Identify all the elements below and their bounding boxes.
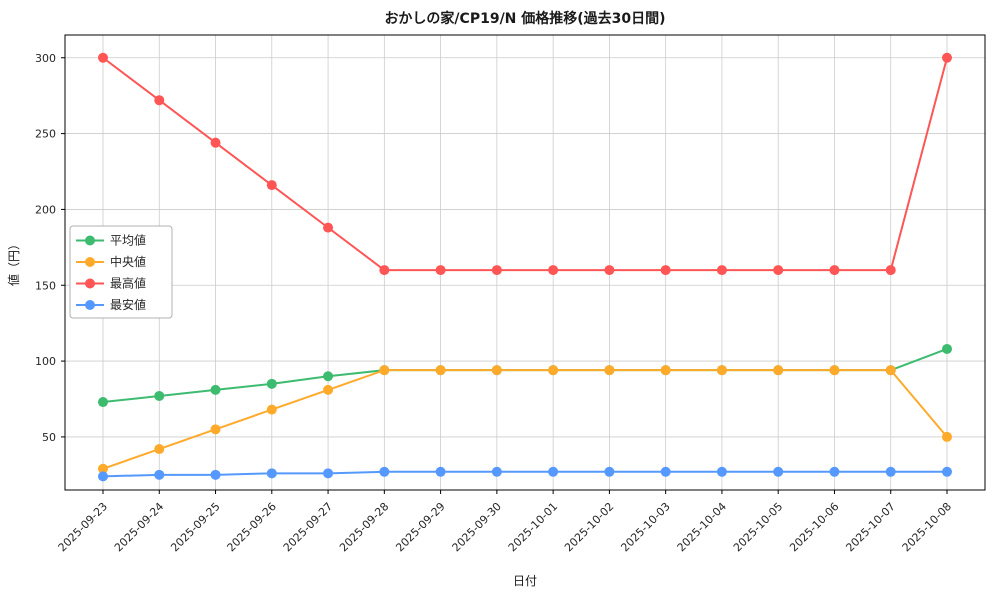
series-marker-最高値 xyxy=(942,52,952,63)
series-marker-平均値 xyxy=(942,343,952,354)
series-marker-平均値 xyxy=(323,371,334,382)
x-tick-label: 2025-09-28 xyxy=(337,500,391,554)
y-tick-label: 50 xyxy=(42,431,56,444)
series-marker-最高値 xyxy=(435,265,446,276)
chart-title: おかしの家/CP19/N 価格推移(過去30日間) xyxy=(384,10,665,27)
series-marker-平均値 xyxy=(266,378,277,389)
series-marker-最高値 xyxy=(98,52,108,63)
x-tick-label: 2025-10-01 xyxy=(506,500,560,554)
series-marker-中央値 xyxy=(885,365,896,376)
x-tick-label: 2025-09-30 xyxy=(450,500,504,554)
legend-box xyxy=(69,225,173,319)
series-marker-平均値 xyxy=(210,384,221,395)
series-marker-最安値 xyxy=(379,466,390,477)
series-marker-最高値 xyxy=(773,265,784,276)
series-marker-最安値 xyxy=(266,468,277,479)
series-marker-中央値 xyxy=(942,431,952,442)
series-marker-最安値 xyxy=(548,466,559,477)
series-marker-最安値 xyxy=(210,469,221,480)
series-marker-最安値 xyxy=(491,466,502,477)
series-marker-中央値 xyxy=(491,365,502,376)
series-marker-最高値 xyxy=(604,265,615,276)
series-marker-最高値 xyxy=(716,265,727,276)
series-marker-最安値 xyxy=(773,466,784,477)
x-tick-label: 2025-10-02 xyxy=(562,500,616,554)
series-marker-最高値 xyxy=(323,222,334,233)
series-marker-最安値 xyxy=(829,466,840,477)
series-marker-最高値 xyxy=(210,137,221,148)
series-marker-最高値 xyxy=(154,95,165,106)
x-tick-label: 2025-10-03 xyxy=(618,500,672,554)
series-line-最高値 xyxy=(102,56,948,272)
series-marker-最高値 xyxy=(491,265,502,276)
series-marker-最安値 xyxy=(154,469,165,480)
series-marker-最高値 xyxy=(548,265,559,276)
legend-marker-最高値 xyxy=(85,278,95,289)
series-marker-中央値 xyxy=(210,424,221,435)
series-marker-最高値 xyxy=(379,265,390,276)
series-marker-中央値 xyxy=(154,444,165,455)
legend-label-最安値: 最安値 xyxy=(110,297,146,312)
x-tick-label: 2025-10-06 xyxy=(787,500,841,554)
series-marker-最安値 xyxy=(435,466,446,477)
series-marker-最安値 xyxy=(604,466,615,477)
series-marker-最高値 xyxy=(885,265,896,276)
series-marker-中央値 xyxy=(716,365,727,376)
series-marker-中央値 xyxy=(829,365,840,376)
y-tick-label: 250 xyxy=(35,128,56,141)
x-tick-label: 2025-09-29 xyxy=(393,500,447,554)
series-marker-中央値 xyxy=(323,384,334,395)
series-marker-中央値 xyxy=(266,404,277,415)
series-marker-中央値 xyxy=(435,365,446,376)
y-tick-label: 200 xyxy=(35,203,56,216)
series-marker-平均値 xyxy=(154,390,165,401)
series-marker-最安値 xyxy=(942,466,952,477)
x-tick-label: 2025-09-23 xyxy=(56,500,110,554)
series-marker-平均値 xyxy=(98,397,108,408)
x-tick-label: 2025-10-05 xyxy=(731,500,785,554)
legend-marker-最安値 xyxy=(85,300,95,310)
series-marker-最安値 xyxy=(98,471,108,482)
x-tick-label: 2025-09-25 xyxy=(168,500,222,554)
y-tick-label: 150 xyxy=(35,279,56,292)
legend-label-中央値: 中央値 xyxy=(110,254,146,269)
x-tick-label: 2025-09-24 xyxy=(112,500,166,554)
series-marker-中央値 xyxy=(379,365,390,376)
series-marker-最高値 xyxy=(829,265,840,276)
series-marker-中央値 xyxy=(660,365,671,376)
series-line-平均値 xyxy=(102,348,948,404)
x-tick-label: 2025-10-07 xyxy=(843,500,897,554)
series-marker-中央値 xyxy=(98,463,108,474)
series-marker-中央値 xyxy=(773,365,784,376)
legend-label-平均値: 平均値 xyxy=(110,233,146,248)
y-tick-label: 100 xyxy=(35,355,56,368)
x-tick-label: 2025-10-04 xyxy=(675,500,729,554)
x-tick-label: 2025-09-27 xyxy=(281,500,335,554)
series-marker-中央値 xyxy=(548,365,559,376)
series-marker-中央値 xyxy=(604,365,615,376)
series-marker-最安値 xyxy=(716,466,727,477)
x-tick-label: 2025-10-08 xyxy=(900,500,954,554)
legend-marker-中央値 xyxy=(85,257,95,267)
series-marker-最高値 xyxy=(660,265,671,276)
series-marker-最高値 xyxy=(266,180,277,191)
series-marker-最安値 xyxy=(660,466,671,477)
series-line-中央値 xyxy=(102,369,948,470)
x-axis-label: 日付 xyxy=(513,574,537,588)
y-axis-label: 値（円） xyxy=(6,238,21,286)
legend-marker-平均値 xyxy=(85,235,95,246)
x-tick-label: 2025-09-26 xyxy=(225,500,279,554)
series-line-最安値 xyxy=(102,470,947,478)
y-tick-label: 300 xyxy=(35,52,56,65)
legend-label-最高値: 最高値 xyxy=(110,276,146,291)
series-marker-最安値 xyxy=(323,468,334,479)
plot-border xyxy=(64,34,986,491)
series-marker-最安値 xyxy=(885,466,896,477)
